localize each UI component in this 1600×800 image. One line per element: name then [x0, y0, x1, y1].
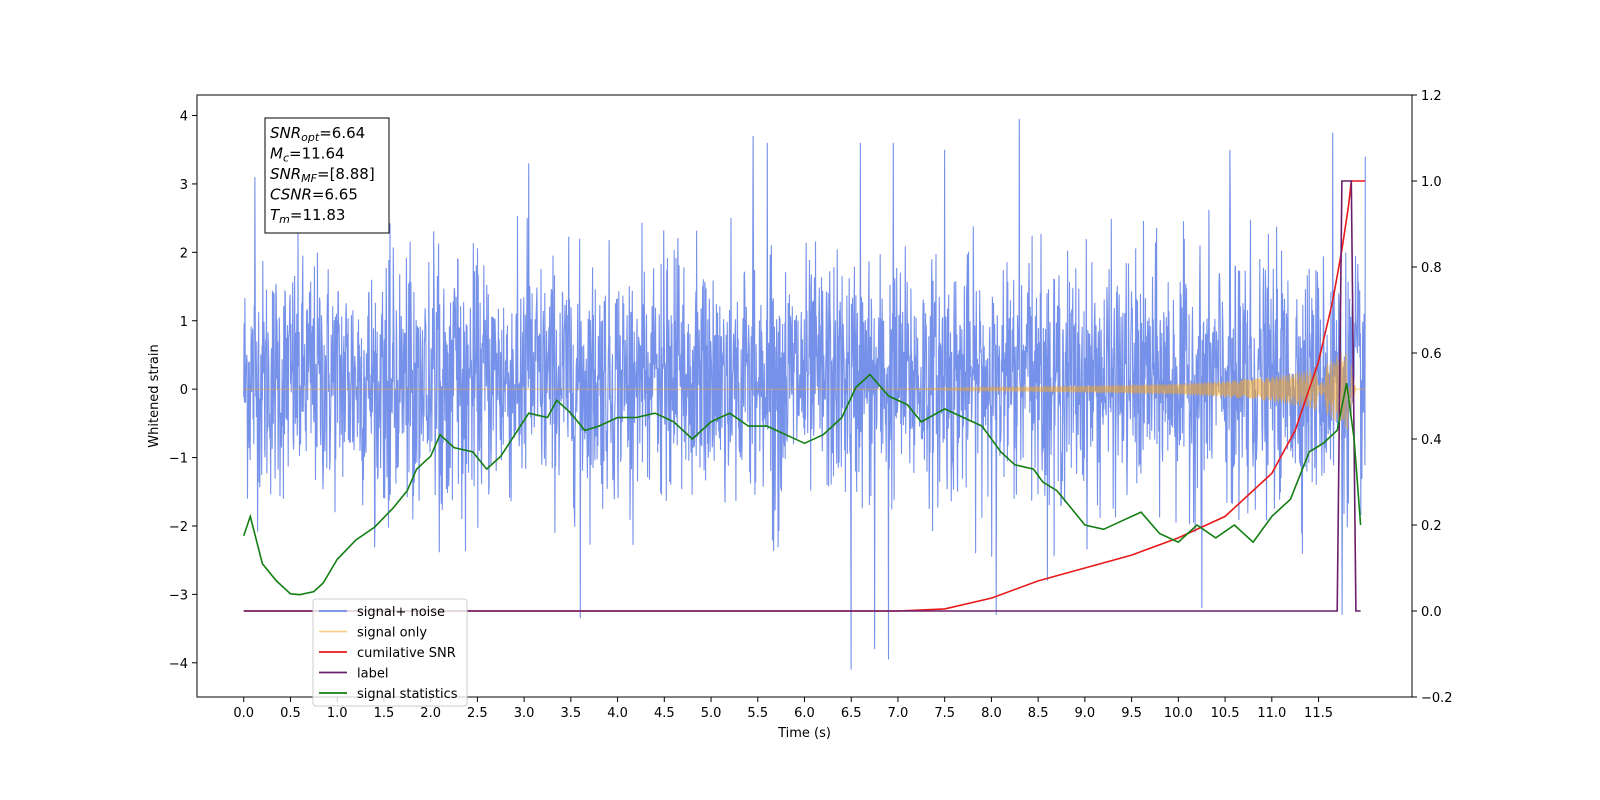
x-tick-label: 9.5 — [1121, 706, 1142, 721]
x-tick-label: 7.5 — [934, 706, 955, 721]
legend-entry: label — [357, 667, 388, 682]
x-tick-label: 7.0 — [888, 706, 909, 721]
series-signal-statistics-line — [242, 373, 1362, 596]
y-tick-label-right: 1.2 — [1421, 89, 1442, 104]
annotation-line: SNRMF=[8.88] — [270, 165, 375, 185]
x-tick-label: 1.0 — [327, 706, 348, 721]
x-axis: 0.0 0.5 1.0 1.5 2.0 2.5 3.0 3.5 4.0 4.5 5.0 5.5 6.0 6… — [233, 697, 1333, 721]
y-tick-label-right: 0.6 — [1421, 347, 1442, 362]
legend-entry: signal statistics — [357, 687, 458, 702]
x-tick-label: 10.5 — [1211, 706, 1240, 721]
y-tick-label-left: −4 — [169, 657, 188, 672]
annotation-line: CSNR=6.65 — [270, 186, 358, 204]
annotation-symbol: SNR — [270, 124, 301, 142]
series-signal-noise-line — [243, 118, 1366, 670]
x-tick-label: 2.0 — [420, 706, 441, 721]
x-tick-label: 10.0 — [1164, 706, 1193, 721]
y-axis-label-left: Whitened strain — [147, 344, 162, 447]
y-tick-label-left: 4 — [180, 110, 188, 125]
annotation-subscript: MF — [301, 172, 317, 185]
x-tick-label: 11.0 — [1257, 706, 1286, 721]
y-tick-label-left: −2 — [169, 520, 188, 535]
annotation-symbol: M — [270, 145, 283, 163]
x-tick-label: 3.0 — [514, 706, 535, 721]
x-tick-label: 2.5 — [467, 706, 488, 721]
x-tick-label: 4.5 — [654, 706, 675, 721]
x-tick-label: 3.5 — [561, 706, 582, 721]
annotation-subscript: opt — [301, 131, 320, 144]
annotation-value: =6.65 — [312, 186, 358, 204]
x-tick-label: 8.0 — [981, 706, 1002, 721]
y-tick-label-left: −1 — [169, 452, 188, 467]
legend-entry: signal+ noise — [357, 605, 445, 620]
y-tick-label-left: −3 — [169, 588, 188, 603]
x-tick-label: 11.5 — [1304, 706, 1333, 721]
annotation-frame — [264, 117, 390, 234]
x-tick-label: 9.0 — [1075, 706, 1096, 721]
series-signal-only-line — [243, 352, 1366, 430]
annotation-symbol: CSNR — [270, 186, 312, 204]
x-tick-label: 6.0 — [794, 706, 815, 721]
y-axis-right: 1.2 1.0 0.8 0.6 0.4 0.2 0.0 −0.2 — [1412, 89, 1453, 706]
y-axis-left: 4 3 2 1 0 −1 −2 −3 −4 — [169, 110, 197, 672]
y-tick-label-right: 0.8 — [1421, 261, 1442, 276]
y-tick-label-left: 3 — [180, 178, 188, 193]
x-tick-label: 5.5 — [747, 706, 768, 721]
y-tick-label-right: 0.2 — [1421, 519, 1442, 534]
legend-frame — [312, 598, 468, 707]
legend-entry: cumilative SNR — [357, 646, 456, 661]
x-tick-label: 5.0 — [701, 706, 722, 721]
annotation-symbol: T — [270, 206, 281, 224]
annotation-subscript: m — [279, 213, 290, 226]
stats-annotation-box: SNRopt=6.64Mc=11.64SNRMF=[8.88]CSNR=6.65… — [264, 117, 390, 234]
y-tick-label-right: 0.4 — [1421, 433, 1442, 448]
annotation-value: =6.64 — [319, 124, 365, 142]
x-tick-label: 1.5 — [374, 706, 395, 721]
x-tick-label: 6.5 — [841, 706, 862, 721]
annotation-line: Tm=11.83 — [270, 206, 345, 226]
y-tick-label-right: 1.0 — [1421, 175, 1442, 190]
x-tick-label: 0.0 — [233, 706, 254, 721]
x-tick-label: 0.5 — [280, 706, 301, 721]
x-tick-label: 8.5 — [1028, 706, 1049, 721]
y-tick-label-left: 0 — [180, 383, 188, 398]
series-label-line — [243, 180, 1361, 612]
legend: signal+ noise signal only cumilative SNR la… — [312, 598, 468, 707]
plot-area — [242, 118, 1366, 670]
annotation-subscript: c — [283, 152, 289, 165]
legend-entry: signal only — [357, 626, 427, 641]
y-tick-label-right: −0.2 — [1421, 691, 1453, 706]
annotation-symbol: SNR — [270, 165, 301, 183]
y-tick-label-left: 2 — [180, 246, 188, 261]
y-tick-label-right: 0.0 — [1421, 605, 1442, 620]
annotation-line: SNRopt=6.64 — [270, 124, 365, 144]
x-tick-label: 4.0 — [607, 706, 628, 721]
annotation-value: =[8.88] — [317, 165, 375, 183]
annotation-value: =11.64 — [289, 145, 345, 163]
series-cumulative-snr-line — [243, 180, 1366, 612]
annotation-value: =11.83 — [290, 206, 346, 224]
x-axis-label: Time (s) — [777, 726, 831, 741]
y-tick-label-left: 1 — [180, 315, 188, 330]
annotation-line: Mc=11.64 — [270, 145, 345, 165]
